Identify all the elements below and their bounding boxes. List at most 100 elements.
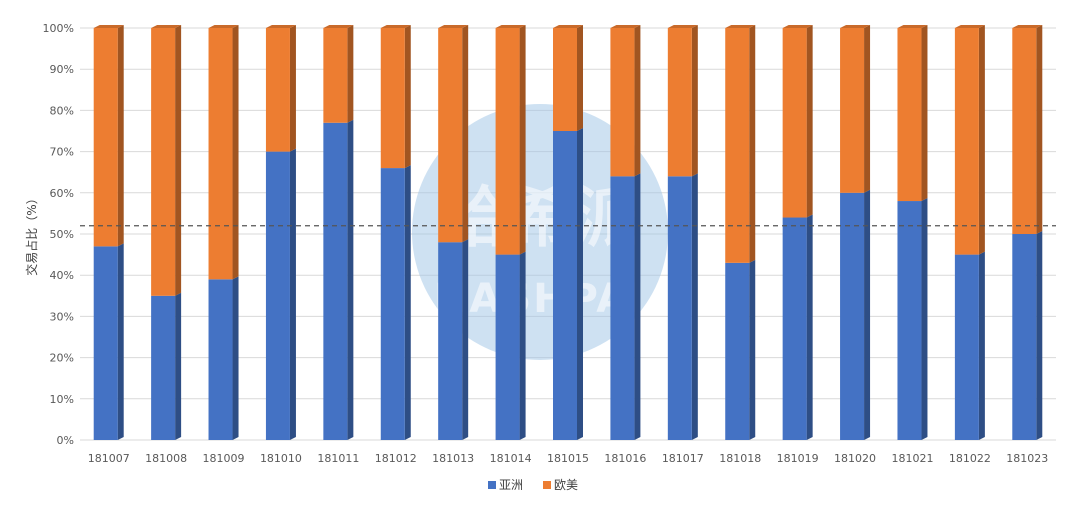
bar-side-euam-181022: [978, 25, 985, 255]
x-tick-label: 181016: [604, 452, 646, 465]
bar-side-asia-181023: [1036, 231, 1043, 440]
bar-side-euam-181007: [117, 25, 124, 247]
bar-asia-181009: [208, 279, 233, 440]
bar-asia-181015: [553, 131, 577, 440]
bar-euam-181014: [495, 28, 520, 255]
bar-side-euam-181017: [691, 25, 698, 177]
bar-euam-181015: [553, 28, 577, 131]
x-tick-label: 181021: [891, 452, 933, 465]
bar-side-asia-181013: [462, 239, 469, 440]
bar-euam-181009: [208, 28, 233, 280]
bar-asia-181010: [265, 151, 290, 440]
bar-asia-181022: [954, 254, 979, 440]
bar-euam-181021: [897, 28, 922, 202]
bar-top-181007: [93, 25, 124, 28]
x-tick-label: 181020: [834, 452, 876, 465]
legend-label-asia: 亚洲: [499, 478, 523, 492]
x-tick-label: 181023: [1006, 452, 1048, 465]
bar-asia-181019: [782, 217, 807, 440]
y-tick-label: 90%: [50, 63, 74, 76]
bar-top-181014: [495, 25, 526, 28]
y-tick-label: 100%: [43, 22, 74, 35]
bar-top-181010: [265, 25, 296, 28]
bar-euam-181012: [380, 28, 405, 169]
x-tick-label: 181008: [145, 452, 187, 465]
bar-euam-181020: [840, 28, 865, 193]
bar-euam-181011: [323, 28, 348, 123]
x-tick-label: 181013: [432, 452, 474, 465]
bar-side-asia-181010: [289, 148, 296, 440]
bar-euam-181019: [782, 28, 807, 218]
legend: 亚洲 欧美: [488, 478, 578, 492]
bar-asia-181023: [1012, 234, 1037, 440]
y-tick-label: 20%: [50, 352, 74, 365]
bar-side-asia-181011: [347, 119, 354, 440]
bar-euam-181023: [1012, 28, 1037, 234]
bar-top-181020: [840, 25, 871, 28]
bar-asia-181020: [840, 192, 865, 440]
x-tick-label: 181015: [547, 452, 589, 465]
bar-side-euam-181010: [289, 25, 296, 152]
x-tick-label: 181018: [719, 452, 761, 465]
watermark-text-en: HASHPAI: [434, 276, 646, 322]
x-tick-label: 181011: [317, 452, 359, 465]
bar-side-euam-181018: [749, 25, 756, 263]
x-tick-label: 181012: [375, 452, 417, 465]
y-axis-label: 交易占比（%）: [24, 192, 39, 275]
bar-top-181011: [323, 25, 354, 28]
bar-side-euam-181015: [577, 25, 583, 131]
x-tick-label: 181022: [949, 452, 991, 465]
bar-side-euam-181011: [347, 25, 354, 123]
bar-top-181021: [897, 25, 928, 28]
bar-euam-181016: [610, 28, 635, 177]
bar-top-181018: [725, 25, 756, 28]
bar-side-asia-181015: [577, 128, 583, 440]
watermark-text-cn: 哈希派: [441, 179, 639, 256]
y-axis-ticks: 0% 10% 20% 30% 40% 50% 60% 70% 80% 90% 100%: [43, 22, 74, 447]
bar-side-asia-181018: [749, 259, 756, 440]
bar-asia-181008: [151, 295, 176, 440]
bar-top-181008: [151, 25, 182, 28]
watermark-circle: [412, 104, 668, 360]
watermark: 哈希派 HASHPAI: [412, 104, 668, 360]
bar-side-asia-181019: [806, 214, 813, 440]
y-tick-label: 80%: [50, 104, 74, 117]
bar-top-181009: [208, 25, 239, 28]
bar-euam-181008: [151, 28, 176, 296]
bar-asia-181014: [495, 254, 520, 440]
bar-side-euam-181014: [519, 25, 526, 255]
bar-side-asia-181022: [978, 251, 985, 440]
x-tick-label: 181017: [662, 452, 704, 465]
bar-side-asia-181021: [921, 198, 928, 440]
y-tick-label: 30%: [50, 310, 74, 323]
bar-asia-181021: [897, 201, 922, 440]
bar-side-euam-181016: [634, 25, 641, 177]
bar-top-181013: [438, 25, 469, 28]
bars: [93, 25, 1043, 440]
legend-label-euam: 欧美: [554, 478, 578, 492]
bar-side-euam-181019: [806, 25, 813, 218]
bar-side-euam-181012: [404, 25, 411, 169]
bar-asia-181012: [380, 168, 405, 440]
y-tick-label: 10%: [50, 393, 74, 406]
bar-top-181017: [667, 25, 698, 28]
bar-side-euam-181020: [864, 25, 871, 193]
bar-euam-181007: [93, 28, 118, 247]
y-tick-label: 50%: [50, 228, 74, 241]
x-tick-label: 181010: [260, 452, 302, 465]
bar-euam-181017: [667, 28, 692, 177]
bar-side-asia-181007: [117, 243, 124, 440]
y-tick-label: 70%: [50, 146, 74, 159]
y-tick-label: 60%: [50, 187, 74, 200]
bar-euam-181010: [265, 28, 290, 152]
bar-side-asia-181017: [691, 173, 698, 440]
bar-side-asia-181020: [864, 189, 871, 440]
bar-top-181023: [1012, 25, 1043, 28]
bar-asia-181016: [610, 176, 635, 440]
bar-asia-181017: [667, 176, 692, 440]
bar-asia-181007: [93, 246, 118, 440]
bar-side-asia-181012: [404, 165, 411, 440]
bar-top-181012: [380, 25, 411, 28]
x-axis-ticks: 181007 181008 181009 181010 181011 181012 1810…: [88, 452, 1049, 465]
